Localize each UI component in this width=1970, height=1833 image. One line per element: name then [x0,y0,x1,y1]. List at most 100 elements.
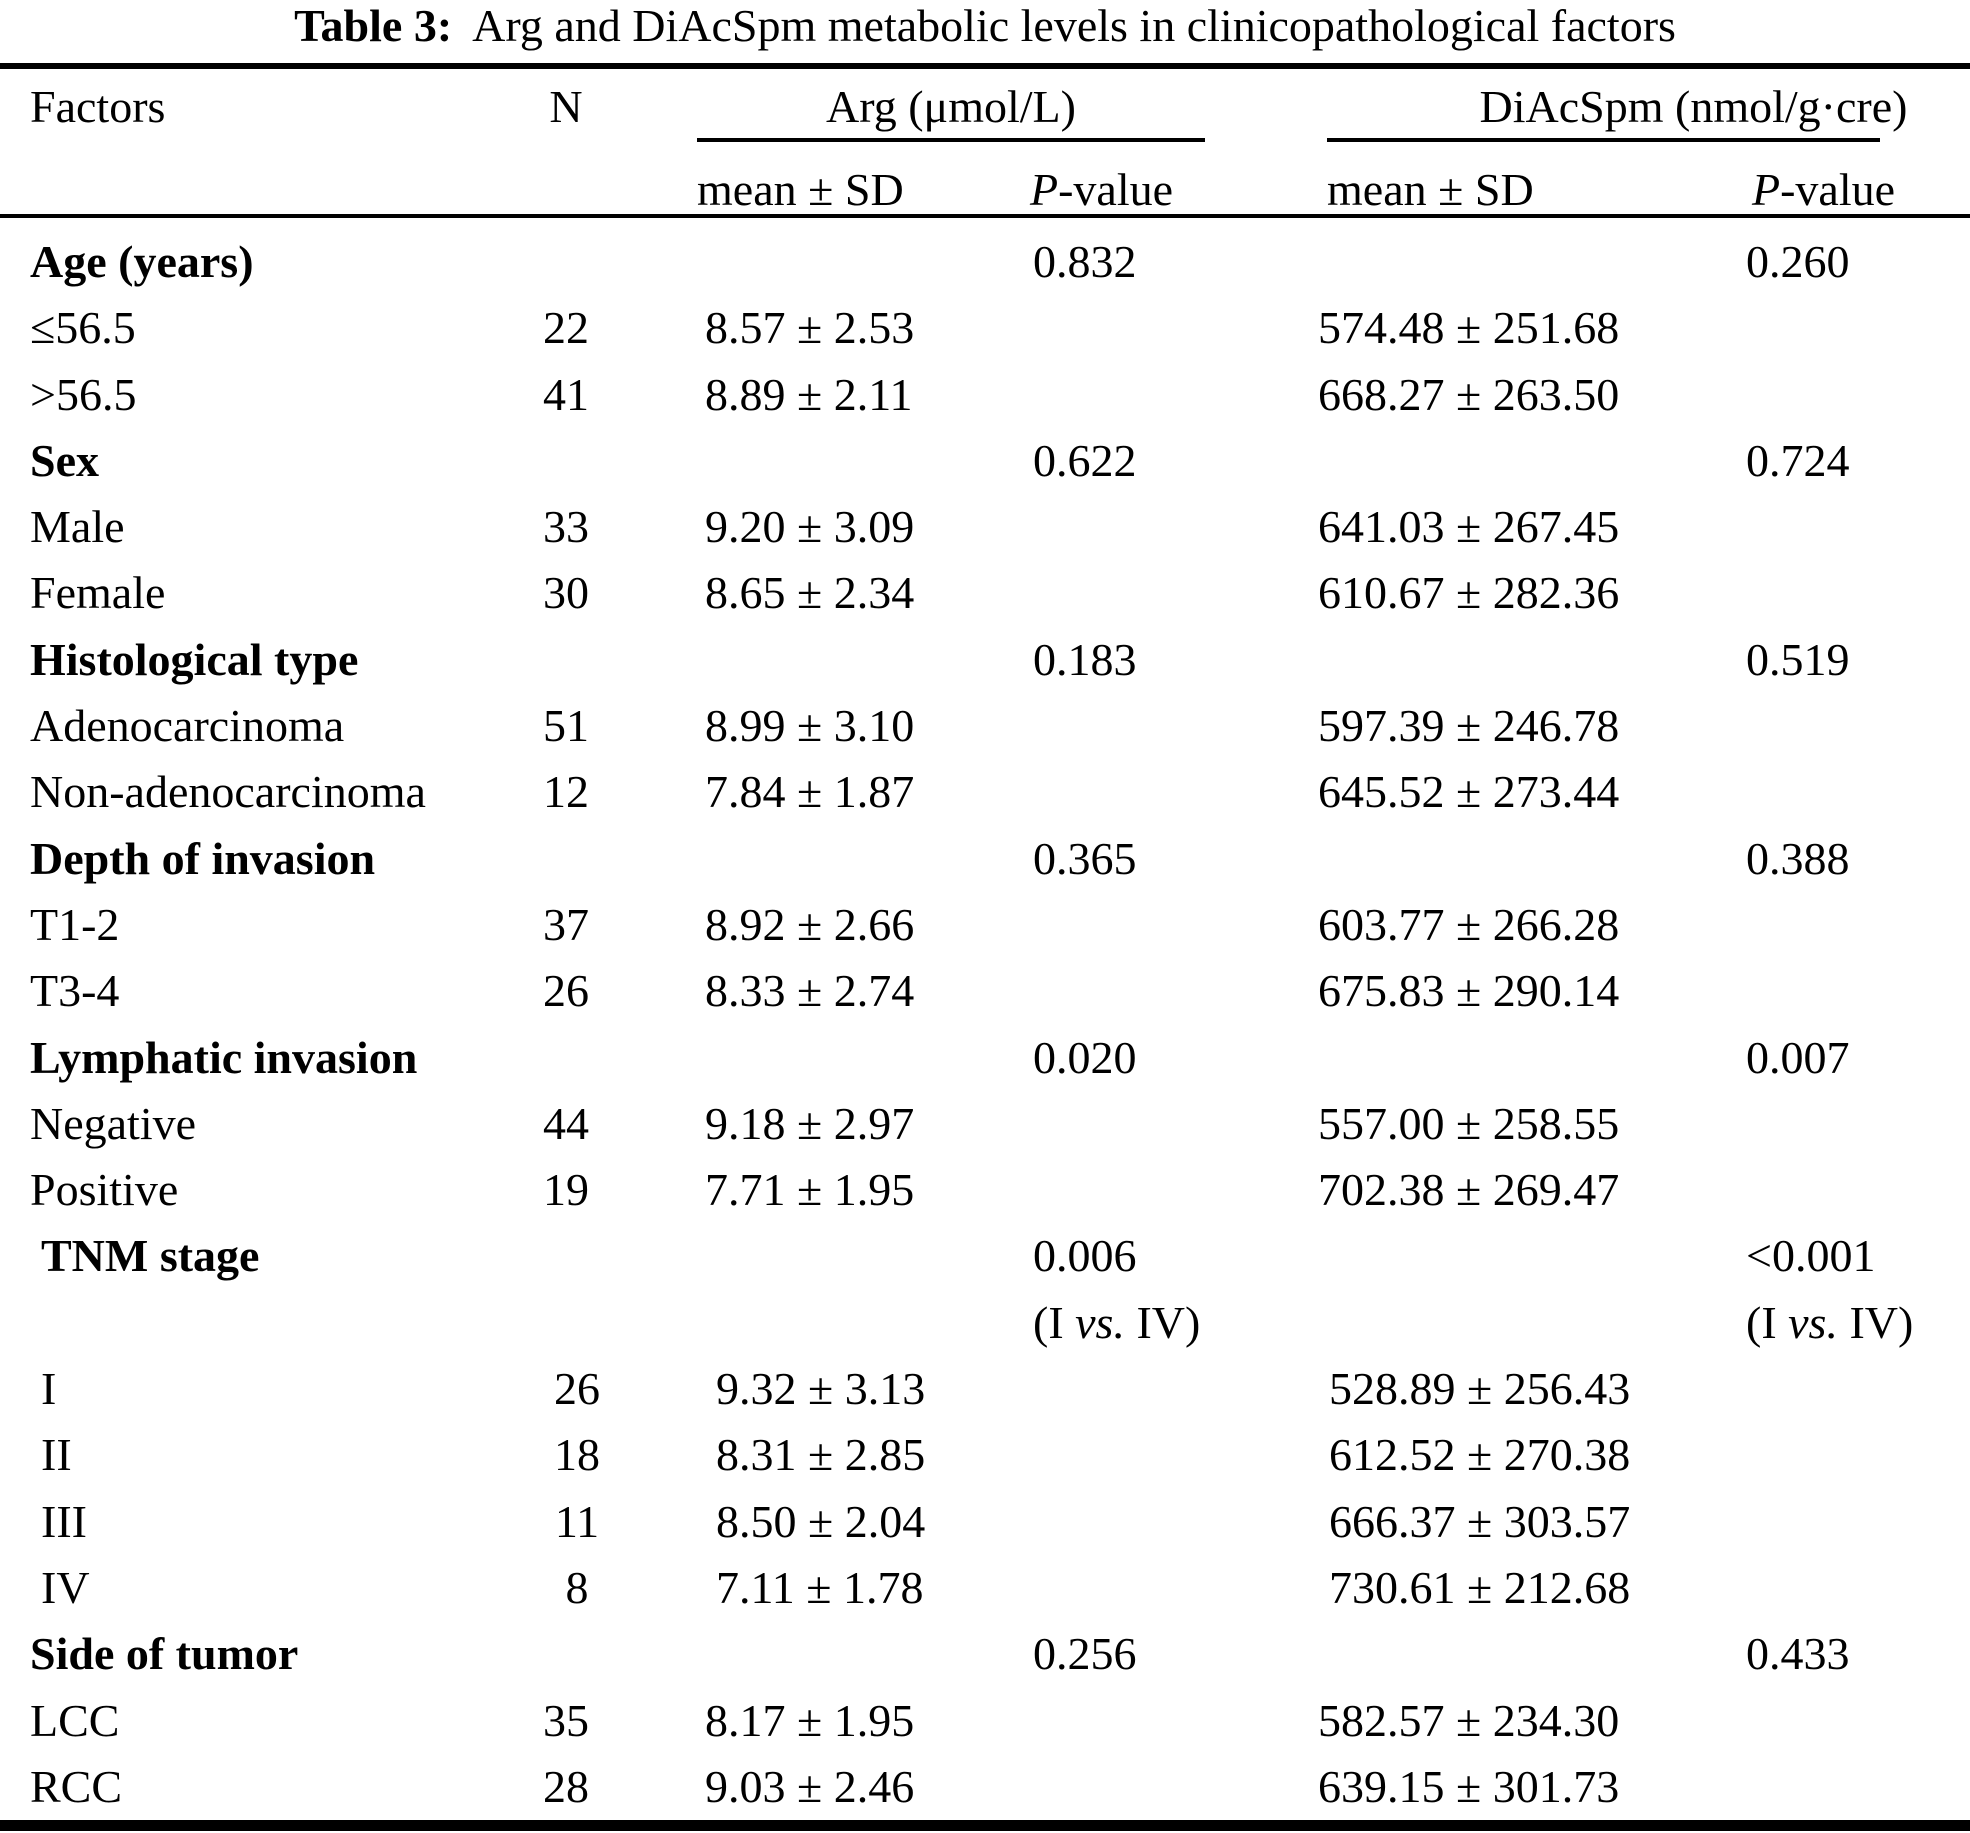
note-text: (I [1746,1296,1789,1348]
arg-p-value-cell: 0.183 [1033,633,1137,685]
col-header-arg-group: Arg (μmol/L) [826,81,1076,132]
factor-cell: Sex [30,434,99,486]
arg-mean-sd-cell: 8.17 ± 1.95 [705,1694,915,1746]
table-row-t3-4: T3-4 26 8.33 ± 2.74 675.83 ± 290.14 [0,958,1970,1024]
p-value-italic-p: P [1030,164,1059,215]
arg-p-value-cell: 0.020 [1033,1031,1137,1083]
table-row-rcc: RCC 28 9.03 ± 2.46 639.15 ± 301.73 [0,1754,1970,1820]
n-cell: 8 [565,1561,589,1613]
table-row-sex: Sex 0.622 0.724 [0,428,1970,494]
n-cell: 12 [543,766,589,818]
arg-mean-sd-cell: 9.03 ± 2.46 [705,1760,915,1812]
arg-mean-sd-cell: 8.57 ± 2.53 [705,302,915,354]
arg-p-note-cell: (I vs. IV) [1033,1290,1200,1356]
diacspm-p-value-cell: 0.388 [1746,832,1850,884]
arg-p-value-cell: 0.256 [1033,1628,1137,1680]
diacspm-mean-sd-cell: 730.61 ± 212.68 [1329,1561,1631,1613]
col-header-factors: Factors [30,81,166,132]
rule-below-header [0,214,1970,218]
factor-cell: TNM stage [41,1230,260,1282]
n-cell: 18 [554,1429,600,1481]
subheader-arg-p-value: P-value [1030,165,1173,215]
factor-cell: Side of tumor [30,1628,299,1680]
n-cell: 22 [543,302,589,354]
table-row-histological-type: Histological type 0.183 0.519 [0,627,1970,693]
factor-cell: Non-adenocarcinoma [30,766,426,818]
diacspm-mean-sd-cell: 612.52 ± 270.38 [1329,1429,1631,1481]
table-row-age-years: Age (years) 0.832 0.260 [0,229,1970,295]
diacspm-p-value-cell: <0.001 [1746,1230,1876,1282]
subheader-arg-mean-sd: mean ± SD [697,164,904,215]
n-cell: 26 [554,1363,600,1415]
n-cell: 44 [543,1097,589,1149]
n-cell: 30 [543,567,589,619]
table-row-iv: IV 8 7.11 ± 1.78 730.61 ± 212.68 [0,1555,1970,1621]
diacspm-mean-sd-cell: 597.39 ± 246.78 [1318,700,1620,752]
table-title: Table 3: Arg and DiAcSpm metabolic levels… [0,0,1970,52]
factor-cell: Male [30,501,125,553]
diacspm-mean-sd-cell: 557.00 ± 258.55 [1318,1097,1620,1149]
p-value-rest: -value [1780,164,1896,215]
table-row-non-adenocarcinoma: Non-adenocarcinoma 12 7.84 ± 1.87 645.52 ± … [0,759,1970,825]
n-cell: 11 [554,1495,600,1547]
diacspm-p-value-cell: 0.260 [1746,236,1850,287]
factor-cell: Positive [30,1164,179,1216]
table-row-positive: Positive 19 7.71 ± 1.95 702.38 ± 269.47 [0,1157,1970,1223]
arg-mean-sd-cell: 7.84 ± 1.87 [705,766,915,818]
table-row-adenocarcinoma: Adenocarcinoma 51 8.99 ± 3.10 597.39 ± 246.… [0,693,1970,759]
table-row-note-i-vs-iv: (I vs. IV) (I vs. IV) [0,1290,1970,1356]
diacspm-p-value-cell: 0.519 [1746,633,1850,685]
subheader-diacspm-p-value: P-value [1752,165,1895,215]
arg-mean-sd-cell: 8.50 ± 2.04 [716,1495,926,1547]
factor-cell: Adenocarcinoma [30,700,345,752]
table-row-lymphatic-invasion: Lymphatic invasion 0.020 0.007 [0,1025,1970,1091]
diacspm-mean-sd-cell: 610.67 ± 282.36 [1318,567,1620,619]
note-text: IV) [1837,1296,1914,1348]
table-row-depth-of-invasion: Depth of invasion 0.365 0.388 [0,826,1970,892]
table-row-negative: Negative 44 9.18 ± 2.97 557.00 ± 258.55 [0,1091,1970,1157]
p-value-rest: -value [1058,164,1174,215]
factor-cell: Female [30,567,166,619]
col-header-n: N [549,81,583,132]
table-body: Age (years) 0.832 0.260 ≤56.5 22 8.57 ± 2.53 5… [0,229,1970,1820]
note-vs-italic: vs. [1788,1296,1838,1348]
arg-p-value-cell: 0.365 [1033,832,1137,884]
factor-cell: T3-4 [30,965,120,1017]
diacspm-mean-sd-cell: 574.48 ± 251.68 [1318,302,1620,354]
diacspm-mean-sd-cell: 645.52 ± 273.44 [1318,766,1620,818]
arg-mean-sd-cell: 9.18 ± 2.97 [705,1097,915,1149]
arg-mean-sd-cell: 8.99 ± 3.10 [705,700,915,752]
diacspm-mean-sd-cell: 668.27 ± 263.50 [1318,368,1620,420]
table-row-i: I 26 9.32 ± 3.13 528.89 ± 256.43 [0,1356,1970,1422]
n-cell: 28 [543,1760,589,1812]
arg-mean-sd-cell: 8.92 ± 2.66 [705,898,915,950]
table-row-side-of-tumor: Side of tumor 0.256 0.433 [0,1621,1970,1687]
factor-cell: Lymphatic invasion [30,1031,418,1083]
table-row-ii: II 18 8.31 ± 2.85 612.52 ± 270.38 [0,1422,1970,1488]
diacspm-mean-sd-cell: 641.03 ± 267.45 [1318,501,1620,553]
arg-p-value-cell: 0.832 [1033,236,1137,287]
diacspm-p-value-cell: 0.433 [1746,1628,1850,1680]
factor-cell: T1-2 [30,898,120,950]
diacspm-mean-sd-cell: 528.89 ± 256.43 [1329,1363,1631,1415]
subheader-diacspm-mean-sd: mean ± SD [1327,164,1534,215]
arg-mean-sd-cell: 8.65 ± 2.34 [705,567,915,619]
n-cell: 33 [543,501,589,553]
n-cell: 35 [543,1694,589,1746]
arg-mean-sd-cell: 9.32 ± 3.13 [716,1363,926,1415]
factor-cell: Depth of invasion [30,832,376,884]
arg-mean-sd-cell: 8.31 ± 2.85 [716,1429,926,1481]
diacspm-mean-sd-cell: 582.57 ± 234.30 [1318,1694,1620,1746]
table-row-iii: III 11 8.50 ± 2.04 666.37 ± 303.57 [0,1489,1970,1555]
factor-cell: Negative [30,1097,197,1149]
arg-mean-sd-cell: 9.20 ± 3.09 [705,501,915,553]
rule-top [0,63,1970,69]
diacspm-p-value-cell: 0.724 [1746,434,1850,486]
arg-p-value-cell: 0.622 [1033,434,1137,486]
factor-cell: LCC [30,1694,120,1746]
p-value-italic-p: P [1752,164,1781,215]
diacspm-mean-sd-cell: 675.83 ± 290.14 [1318,965,1620,1017]
factor-cell: Histological type [30,633,359,685]
table-title-text: Arg and DiAcSpm metabolic levels in clin… [472,0,1676,51]
note-text: IV) [1124,1296,1201,1348]
